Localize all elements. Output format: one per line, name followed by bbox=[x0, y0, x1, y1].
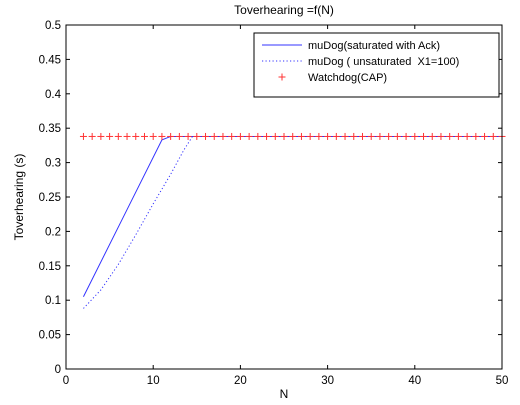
data-point-marker bbox=[481, 132, 489, 140]
series-layer bbox=[79, 132, 506, 309]
data-point-marker bbox=[193, 132, 201, 140]
data-point-marker bbox=[411, 132, 419, 140]
data-point-marker bbox=[428, 132, 436, 140]
data-point-marker bbox=[472, 132, 480, 140]
series-line-saturated bbox=[82, 135, 502, 297]
data-point-marker bbox=[263, 132, 271, 140]
legend-box bbox=[253, 32, 500, 98]
legend-entry-label: muDog ( unsaturated X1=100) bbox=[308, 56, 459, 68]
y-tick-label: 0.45 bbox=[39, 54, 61, 66]
y-tick-label: 0.05 bbox=[39, 330, 61, 342]
y-tick-label: 0.15 bbox=[39, 261, 61, 273]
data-point-marker bbox=[402, 132, 410, 140]
data-point-marker bbox=[393, 132, 401, 140]
data-point-marker bbox=[210, 132, 218, 140]
data-point-marker bbox=[358, 132, 366, 140]
y-tick-label: 0.5 bbox=[45, 20, 61, 32]
data-point-marker bbox=[219, 132, 227, 140]
data-point-marker bbox=[324, 132, 332, 140]
data-point-marker bbox=[97, 132, 105, 140]
data-point-marker bbox=[140, 132, 148, 140]
data-point-marker bbox=[202, 132, 210, 140]
data-point-marker bbox=[158, 132, 166, 140]
data-point-marker bbox=[271, 132, 279, 140]
x-tick-label: 50 bbox=[496, 375, 509, 387]
data-point-marker bbox=[367, 132, 375, 140]
data-point-marker bbox=[463, 132, 471, 140]
data-point-marker bbox=[236, 132, 244, 140]
data-point-marker bbox=[315, 132, 323, 140]
data-point-marker bbox=[79, 132, 87, 140]
data-point-marker bbox=[132, 132, 140, 140]
data-point-marker bbox=[245, 132, 253, 140]
x-tick-label: 40 bbox=[408, 375, 421, 387]
x-axis-label: N bbox=[280, 387, 289, 401]
data-point-marker bbox=[184, 132, 192, 140]
data-point-marker bbox=[167, 132, 175, 140]
data-point-marker bbox=[341, 132, 349, 140]
data-point-marker bbox=[289, 132, 297, 140]
y-tick-label: 0.4 bbox=[45, 89, 62, 101]
x-tick-label: 30 bbox=[321, 375, 334, 387]
data-point-marker bbox=[385, 132, 393, 140]
data-point-marker bbox=[175, 132, 183, 140]
data-point-marker bbox=[106, 132, 114, 140]
y-tick-label: 0.2 bbox=[45, 226, 61, 238]
data-point-marker bbox=[332, 132, 340, 140]
data-point-marker bbox=[280, 132, 288, 140]
data-point-marker bbox=[489, 132, 497, 140]
y-tick-label: 0 bbox=[55, 364, 61, 376]
data-point-marker bbox=[228, 132, 236, 140]
data-point-marker bbox=[376, 132, 384, 140]
data-point-marker bbox=[306, 132, 314, 140]
data-point-marker bbox=[446, 132, 454, 140]
data-point-marker bbox=[454, 132, 462, 140]
data-point-marker bbox=[88, 132, 96, 140]
data-point-marker bbox=[123, 132, 131, 140]
x-tick-label: 0 bbox=[63, 375, 69, 387]
data-point-marker bbox=[114, 132, 122, 140]
x-tick-label: 10 bbox=[147, 375, 160, 387]
legend: muDog(saturated with Ack) muDog ( unsatur… bbox=[253, 32, 500, 98]
y-tick-label: 0.1 bbox=[45, 295, 61, 307]
chart-title: Toverhearing =f(N) bbox=[234, 3, 334, 17]
data-point-marker bbox=[420, 132, 428, 140]
data-point-marker bbox=[149, 132, 157, 140]
data-point-marker bbox=[297, 132, 305, 140]
legend-entry-label: muDog(saturated with Ack) bbox=[308, 40, 440, 52]
data-point-marker bbox=[437, 132, 445, 140]
legend-sample-marker bbox=[278, 73, 286, 81]
y-tick-label: 0.25 bbox=[39, 192, 61, 204]
y-tick-label: 0.35 bbox=[39, 123, 61, 135]
legend-entry-label: Watchdog(CAP) bbox=[308, 72, 387, 84]
series-watchdog-markers bbox=[79, 132, 506, 140]
y-axis-label: Toverhearing (s) bbox=[12, 154, 26, 241]
x-tick-label: 20 bbox=[234, 375, 247, 387]
data-point-marker bbox=[350, 132, 358, 140]
y-tick-label: 0.3 bbox=[45, 158, 61, 170]
y-axis-ticks: 0 0.05 0.1 0.15 0.2 0.25 0.3 0.35 0.4 0.45 0.5 bbox=[39, 20, 502, 376]
x-axis-ticks: 0 10 20 30 40 50 bbox=[63, 25, 509, 387]
series-line-unsaturated bbox=[83, 135, 502, 309]
data-point-marker bbox=[254, 132, 262, 140]
